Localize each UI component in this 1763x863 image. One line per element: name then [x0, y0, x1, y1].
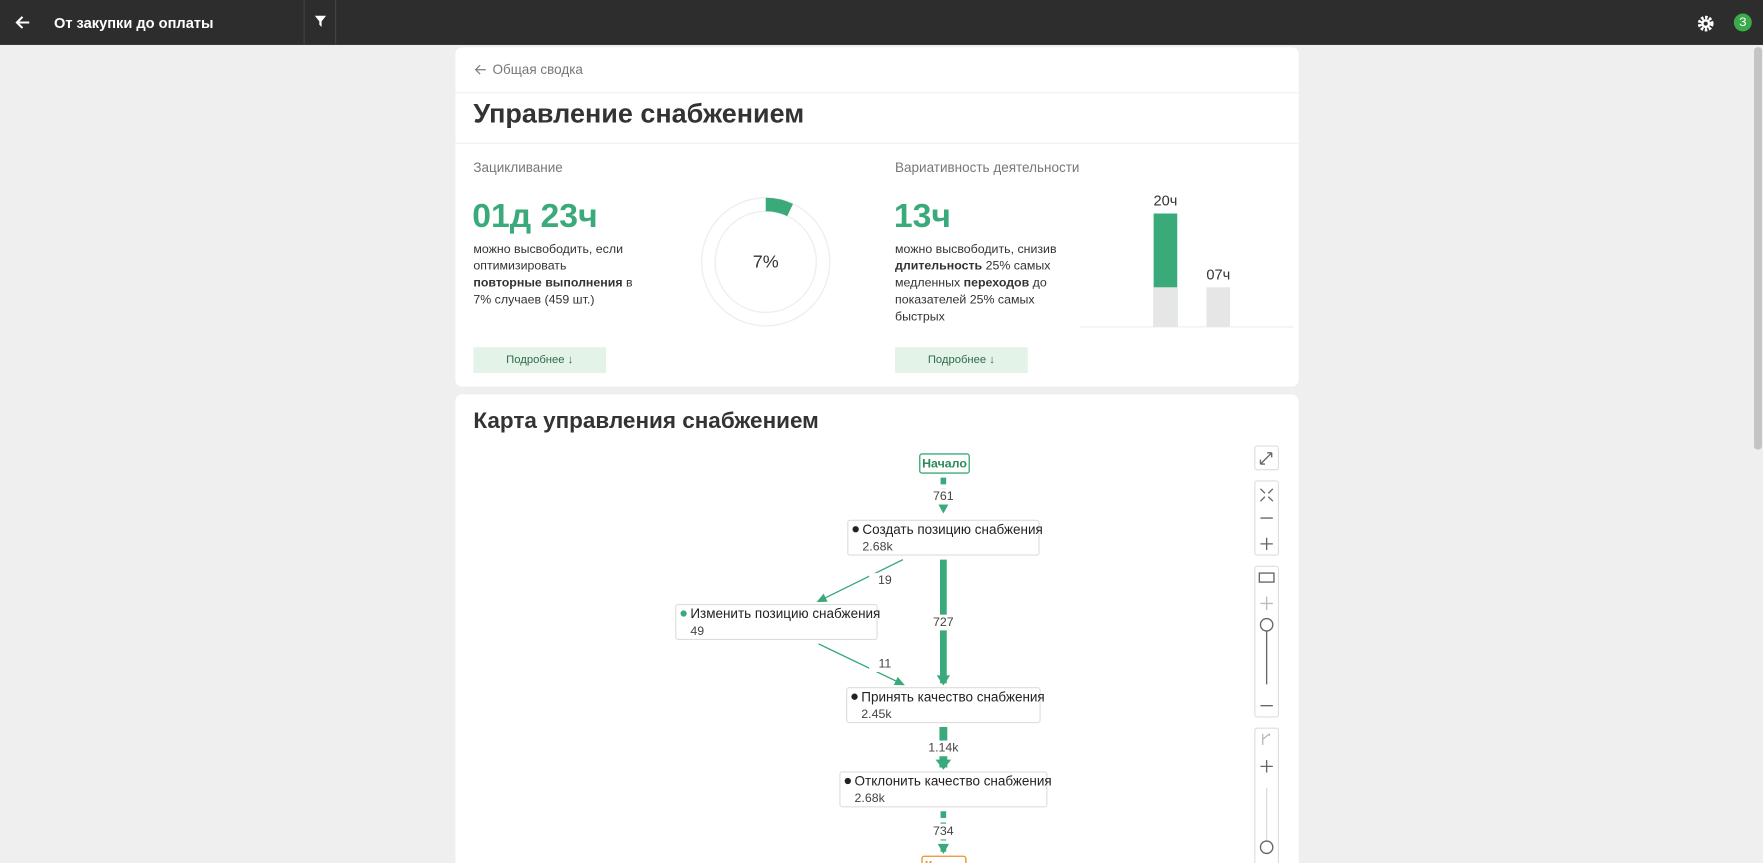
node-label: Изменить позицию снабжения [690, 606, 880, 621]
node-count: 2.68k [862, 540, 893, 554]
edge-arrow [937, 843, 949, 855]
settings-button[interactable] [1697, 15, 1715, 33]
edge-label: 761 [933, 489, 954, 503]
node-dot [852, 526, 859, 533]
node-dot [851, 693, 858, 700]
node-label: Создать позицию снабжения [862, 522, 1042, 537]
bar [1206, 287, 1231, 327]
edge-label-bg [927, 823, 960, 840]
metric: 01д 23ч [472, 197, 598, 235]
description: можно высвободить, снизив длительность 2… [895, 242, 1057, 324]
edge [818, 643, 904, 685]
details-button[interactable]: Подробнее ↓ [473, 347, 607, 374]
app-title: От закупки до оплаты [53, 14, 214, 32]
edge-label-bg [869, 573, 901, 589]
activity-node [675, 603, 878, 640]
edge-arrow [937, 503, 949, 514]
edge-label: 1.14k [928, 741, 959, 755]
edge-label-bg [869, 656, 901, 672]
activity-node [847, 519, 1040, 556]
edge-label: 11 [878, 656, 891, 670]
details-button[interactable]: Подробнее ↓ [895, 347, 1028, 374]
start-label: Начало [922, 456, 967, 470]
donut-label: 7% [753, 252, 779, 272]
description: можно высвободить, если оптимизировать п… [473, 242, 633, 307]
donut: 7% [700, 197, 831, 327]
edge-label: 19 [878, 573, 892, 587]
user-avatar[interactable]: З [1733, 13, 1752, 32]
edge-label-bg [927, 740, 960, 757]
bar-label: 20ч [1153, 194, 1177, 210]
edge [818, 558, 904, 602]
edge-arrow [936, 675, 951, 686]
edge-arrow [893, 676, 905, 686]
node-dot [844, 777, 851, 785]
node-dot [680, 610, 687, 617]
top-bar: От закупки до оплаты З [0, 0, 1763, 45]
bar-chart: 20ч 07ч [1079, 194, 1294, 328]
end-label: Конец [925, 859, 962, 863]
back-button[interactable] [13, 13, 31, 31]
bar-segment [1153, 287, 1178, 327]
edge-arrow [935, 759, 952, 770]
node-count: 2.45k [861, 707, 892, 721]
process-map: 761 19 727 11 1.14k 734 Начало Конец Создать поз… [675, 445, 1280, 863]
node-label: Принять качество снабжения [861, 689, 1044, 704]
section-title: Вариативность деятельности [895, 159, 1080, 176]
page-title: Управление снабжением [473, 98, 805, 130]
edge-label: 734 [933, 824, 954, 838]
filter-button[interactable] [314, 15, 327, 28]
node-count: 2.68k [855, 791, 886, 805]
edge-label: 727 [933, 615, 954, 629]
summary-card: Общая сводка Управление снабжением Зацик… [455, 47, 1299, 387]
bar-label: 07ч [1206, 267, 1230, 283]
donut-segment [765, 197, 794, 217]
map-card: Карта управления снабжением 761 19 727 1 [455, 394, 1299, 863]
edge-arrow [816, 593, 828, 603]
edge-label-bg [927, 614, 960, 631]
map-title: Карта управления снабжением [473, 409, 819, 434]
section-title: Зацикливание [473, 159, 563, 176]
scrollbar [1754, 47, 1762, 450]
start-node [919, 453, 970, 474]
activity-node [839, 771, 1048, 808]
breadcrumb[interactable]: Общая сводка [492, 61, 583, 78]
end-node [921, 855, 967, 863]
node-label: Отклонить качество снабжения [855, 774, 1052, 789]
edge-label-bg [927, 488, 960, 505]
back-icon [474, 64, 486, 75]
activity-node [846, 687, 1041, 724]
node-count: 49 [690, 624, 704, 638]
metric: 13ч [893, 197, 952, 235]
